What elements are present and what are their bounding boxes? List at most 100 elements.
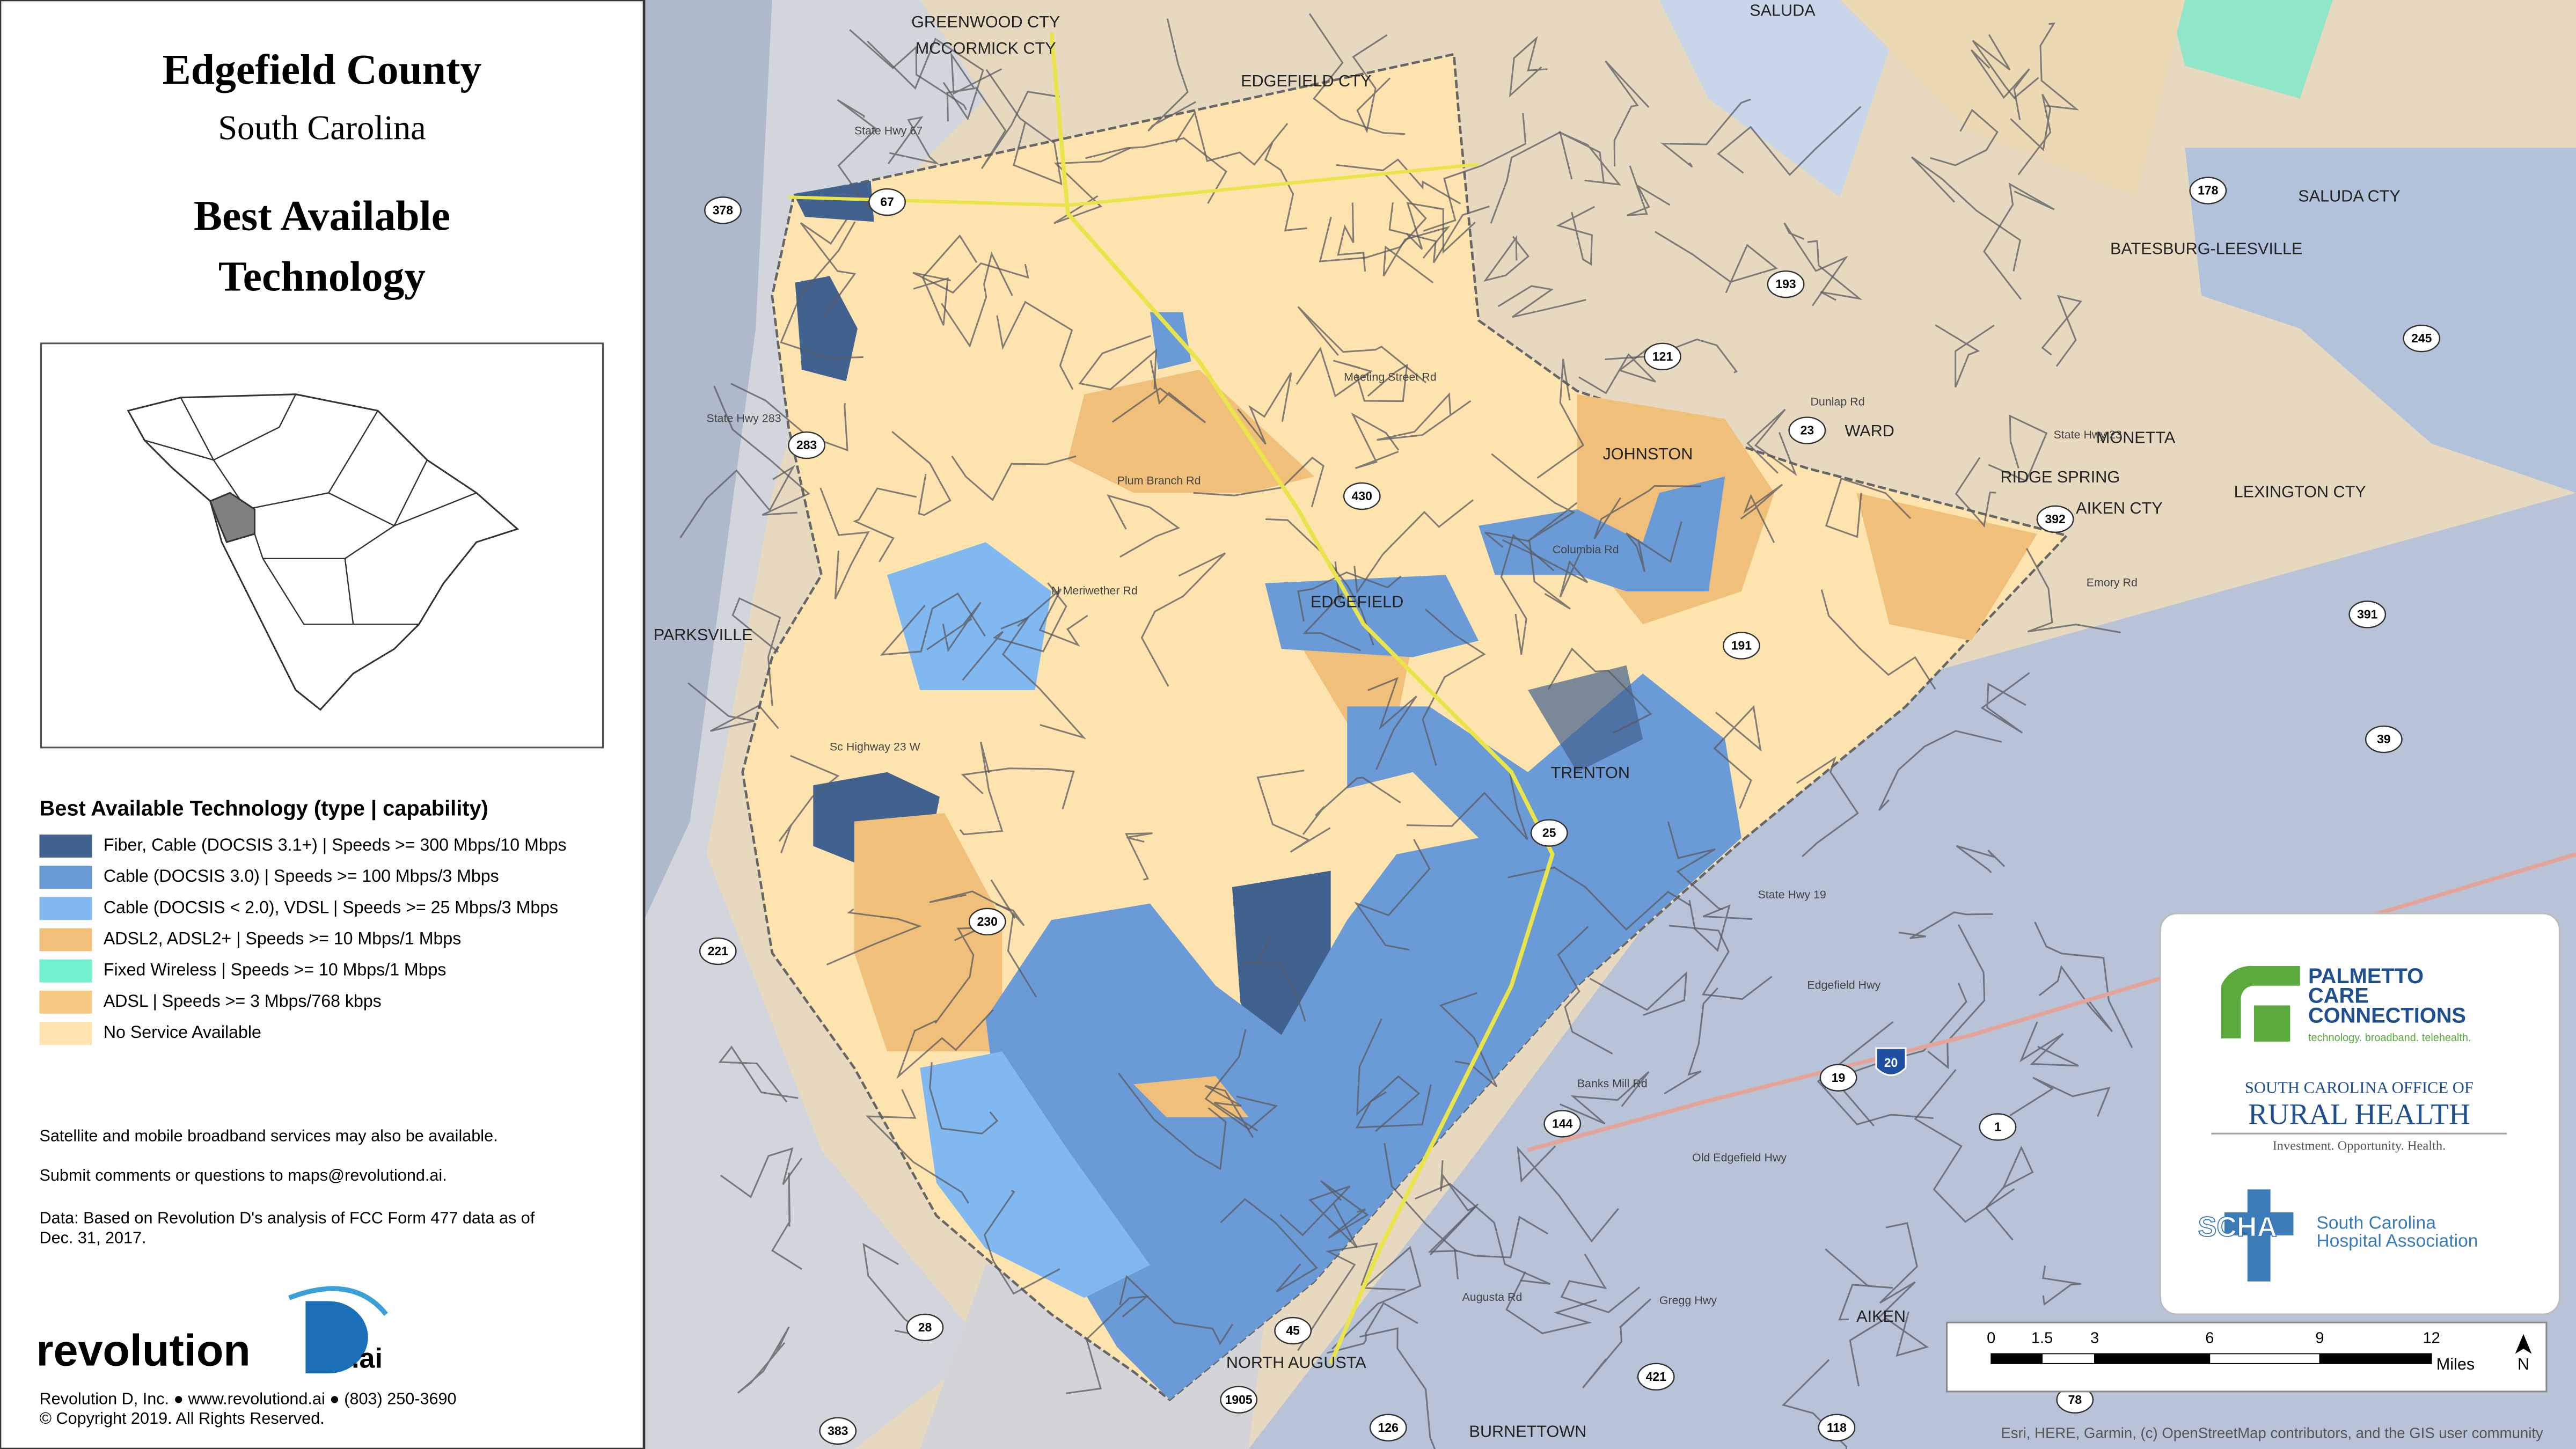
road [730,383,848,452]
road [1353,499,1474,595]
route-number: 178 [2198,184,2219,197]
adsl2-area [1298,640,1413,723]
route-number: 230 [977,914,998,928]
road [1593,485,1701,539]
road [679,465,796,538]
place-label: AIKEN [1856,1307,1906,1326]
road [771,1172,803,1270]
road [1911,156,2022,272]
map: SALUDA GREENWOOD CTY MCCORMICK CTY EDGEFIEL… [644,0,2576,1449]
place-label: NORTH AUGUSTA [1226,1353,1366,1372]
subtitle: South Carolina [218,109,426,147]
adsl2-area [854,813,1002,1052]
legend-label: Cable (DOCSIS 3.0) | Speeds >= 100 Mbps/… [104,866,499,885]
road [1415,1183,1550,1285]
road [1000,616,1087,740]
place-label: EDGEFIELD [1311,593,1404,611]
legend-label: Cable (DOCSIS < 2.0), VDSL | Speeds >= 2… [104,897,558,917]
road [1547,647,1652,734]
road-label: State Hwy 67 [854,125,923,137]
road [778,755,840,853]
road [1655,231,1779,294]
route-shield [1818,1414,1856,1441]
cable3-area [1265,575,1479,657]
road [1302,777,1401,835]
road [1517,1145,1619,1243]
place-label: MONETTA [2096,428,2176,447]
pcc-name: PALMETTO [2308,964,2424,988]
road [853,487,917,562]
road [2019,1021,2079,1067]
route-shield [2365,725,2403,753]
place-label: LEXINGTON CTY [2234,482,2366,501]
road [713,385,810,516]
legend-label: ADSL2, ADSL2+ | Speeds >= 10 Mbps/1 Mbps [104,929,461,948]
route-number: 383 [828,1424,848,1438]
road [1484,531,1571,610]
road [1359,1327,1436,1449]
north-label: N [2518,1355,2529,1373]
sponsor-box: PALMETTO CARE CONNECTIONS technology. br… [2159,912,2560,1315]
legend-swatch [39,928,92,952]
road [1220,1198,1318,1293]
road [1497,285,1586,318]
place-label: TRENTON [1551,764,1630,782]
route-number: 1 [1994,1120,2001,1134]
legend-label: No Service Available [104,1022,261,1042]
road [959,742,1004,836]
route-shield [1723,632,1760,660]
cable3-area [1479,476,1725,592]
county-lines [144,394,477,625]
road [1297,306,1427,384]
road-label: Emory Rd [2087,576,2138,589]
road [1669,925,1773,1000]
route-number: 421 [1646,1370,1667,1384]
route-shield [1343,482,1381,510]
road [1354,839,1431,951]
legend-swatch [39,990,92,1014]
scale-segment [2094,1353,2211,1364]
road [2038,964,2113,1033]
road [1817,1021,1934,1125]
legend-swatch [39,1022,92,1045]
route-number: 67 [880,195,894,209]
road [1406,766,1528,840]
road [1111,360,1206,423]
route-shield [1979,1113,2017,1141]
route-number: 221 [708,944,729,958]
scha-name: Hospital Association [2316,1231,2478,1251]
scha-name: South Carolina [2316,1213,2436,1233]
road [1331,1246,1422,1350]
route-shield [1637,1363,1675,1391]
pcc-icon [2221,965,2300,1038]
route-shield [1543,1110,1582,1138]
route-number: 121 [1652,349,1673,363]
road [1326,1302,1418,1354]
road [1204,1085,1258,1138]
road [1237,372,1292,445]
road-label: Gregg Hwy [1659,1294,1717,1307]
road [1825,477,1911,538]
road [1955,457,1996,528]
road [946,52,1002,122]
scale-tick-label: 0 [1987,1330,1995,1347]
road [1377,392,1472,441]
road [1783,222,1848,306]
wireless-area [2168,0,2333,99]
road [1078,335,1157,391]
road [1717,106,1862,176]
road [720,1147,803,1198]
pcc-tagline: technology. broadband. telehealth. [2308,1032,2471,1044]
road [867,38,984,121]
scale-segment [2209,1353,2321,1364]
route-number: 392 [2045,512,2065,526]
route-shield [906,1313,944,1342]
road [1297,1242,1378,1351]
logo-swoosh [288,1286,388,1316]
scale-segment [2041,1353,2095,1364]
scale-segment [1990,1353,2043,1364]
road [896,1009,994,1079]
blue-area [2185,148,2576,493]
route-number: 144 [1552,1116,1573,1130]
note: Data: Based on Revolution D's analysis o… [39,1209,535,1227]
